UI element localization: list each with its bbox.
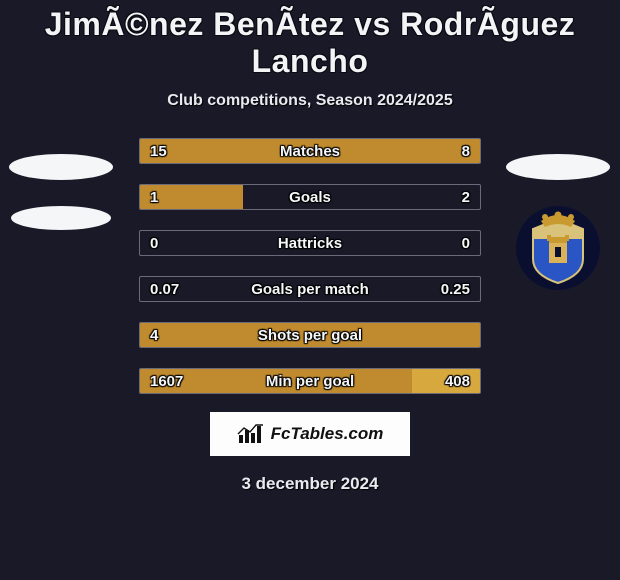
stat-row: Hattricks0 0 — [139, 230, 481, 256]
placeholder-ellipse — [9, 154, 113, 180]
main: Matches158 Goals12 Hattricks0 0 Goals per ma… — [0, 138, 620, 494]
stat-bar-left — [140, 139, 481, 163]
stat-row: Goals12 — [139, 184, 481, 210]
placeholder-ellipse — [11, 206, 111, 230]
comparison-card: JimÃ©nez BenÃ­tez vs RodrÃ­guez Lancho C… — [0, 0, 620, 494]
date-label: 3 december 2024 — [10, 474, 610, 494]
stat-label: Goals per match — [140, 277, 480, 301]
stat-value-right: 2 — [462, 185, 470, 209]
placeholder-ellipse — [506, 154, 610, 180]
stat-bars: Matches158 Goals12 Hattricks0 0 Goals per ma… — [139, 138, 481, 394]
stat-value-left: 0.07 — [150, 277, 179, 301]
stat-row: Goals per match0.07 0.25 — [139, 276, 481, 302]
stat-bar-left — [140, 323, 481, 347]
stat-value-left: 0 — [150, 231, 158, 255]
stat-bar-left — [140, 185, 243, 209]
stat-row: Min per goal1607408 — [139, 368, 481, 394]
stat-row: Matches158 — [139, 138, 481, 164]
stat-bar-right — [412, 369, 480, 393]
player-right-badges — [505, 154, 610, 290]
stat-value-right: 0 — [462, 231, 470, 255]
subtitle: Club competitions, Season 2024/2025 — [0, 92, 620, 110]
stat-row: Shots per goal4 — [139, 322, 481, 348]
brand-text: FcTables.com — [271, 424, 384, 444]
shield-icon — [527, 211, 589, 285]
player-left-badges — [8, 154, 113, 230]
stat-label: Hattricks — [140, 231, 480, 255]
brand-box[interactable]: FcTables.com — [210, 412, 410, 456]
bars-icon — [237, 423, 265, 445]
club-crest — [516, 206, 600, 290]
page-title: JimÃ©nez BenÃ­tez vs RodrÃ­guez Lancho — [0, 6, 620, 80]
stat-value-right: 0.25 — [441, 277, 470, 301]
